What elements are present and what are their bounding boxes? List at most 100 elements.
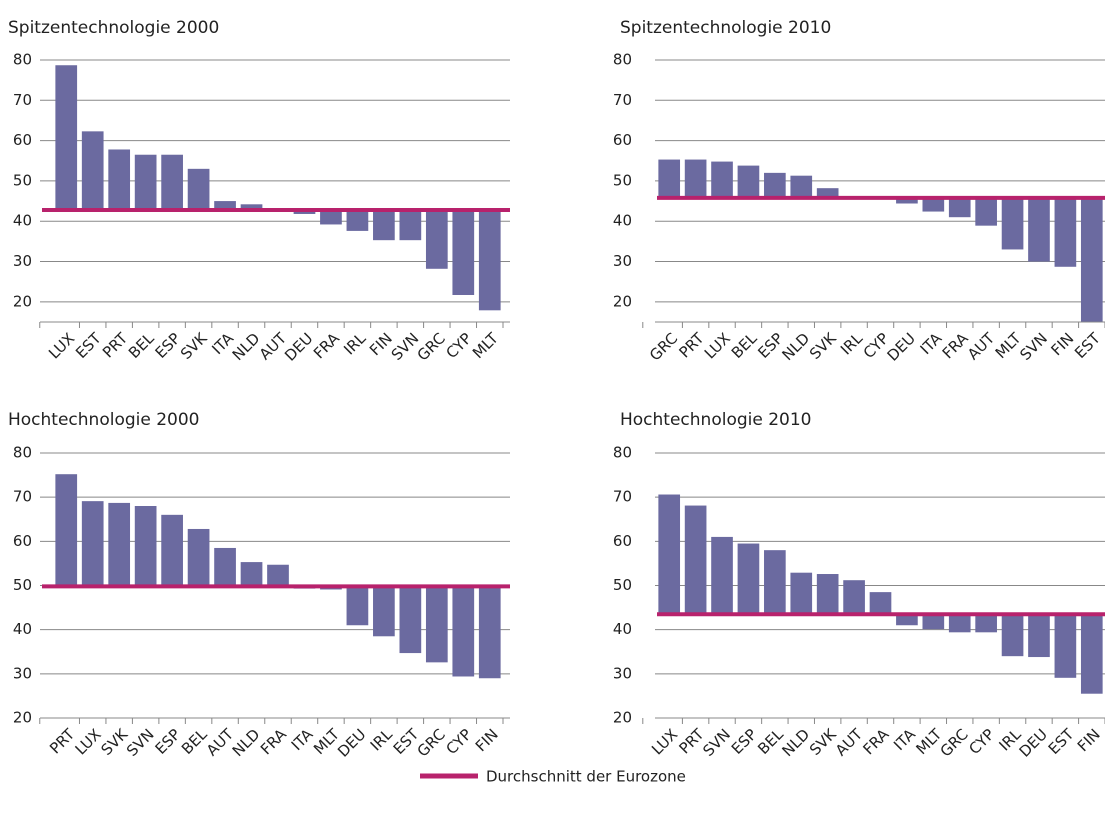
y-tick-label: 60 [13,131,32,149]
bar [55,65,78,210]
y-tick-label: 60 [13,532,32,550]
bar [134,154,157,210]
x-tick-label: NLD [229,725,264,760]
y-tick-label: 50 [13,171,32,189]
y-tick-label: 80 [13,51,32,69]
x-tick-label: FIN [1074,725,1104,755]
y-tick-label: 30 [613,664,632,682]
bar [81,501,104,587]
bar [425,586,448,663]
x-tick-label: BEL [125,329,158,362]
chart-title: Hochtechnologie 2000 [8,410,200,430]
bar [161,154,183,210]
x-tick-label: IRL [837,329,867,359]
x-tick-label: ESP [728,725,761,758]
x-tick-label: IRL [367,725,397,755]
x-tick-label: SVN [1016,329,1051,364]
x-tick-label: FIN [472,725,502,755]
x-tick-label: EST [1045,725,1078,758]
bar [267,564,289,587]
bar [737,165,760,198]
x-tick-label: SVN [388,329,423,364]
y-tick-label: 80 [13,444,32,462]
bar [1028,197,1050,262]
bar [711,536,733,615]
bar [55,474,78,587]
bar [240,562,263,587]
x-tick-label: AUT [964,329,999,364]
y-tick-label: 70 [13,91,32,109]
chart-title: Hochtechnologie 2010 [620,410,812,430]
bar [816,188,839,198]
x-tick-label: ESP [754,329,787,362]
bar [293,209,316,214]
y-tick-label: 30 [13,664,32,682]
bar [896,614,918,626]
y-tick-label: 40 [613,212,632,230]
bar [737,543,760,615]
x-tick-label: NLD [229,329,264,364]
bar [790,175,813,198]
bar [373,209,395,241]
bar [711,161,733,198]
x-tick-label: CYP [965,725,998,758]
bar [399,209,422,241]
x-tick-label: BEL [728,329,761,362]
x-tick-label: EST [1071,329,1104,362]
y-tick-label: 40 [13,620,32,638]
legend-label: Durchschnitt der Eurozone [486,768,686,786]
y-tick-label: 40 [13,212,32,230]
y-tick-label: 50 [13,576,32,594]
bar [764,550,786,615]
bar [214,547,236,587]
y-tick-label: 50 [613,576,632,594]
x-tick-label: GRC [414,329,449,364]
bar [948,197,971,218]
x-tick-label: ESP [152,725,185,758]
y-tick-label: 60 [613,532,632,550]
x-tick-label: AUT [256,329,291,364]
bar [108,502,131,587]
bar [948,614,971,633]
x-tick-label: SVN [123,725,158,760]
bar [790,572,813,615]
x-tick-label: LUX [701,329,734,362]
bar [1054,614,1077,678]
bar [843,580,865,615]
bar [399,586,422,654]
chart-title: Spitzentechnologie 2010 [620,18,831,38]
bar [1028,614,1050,658]
x-tick-label: FRA [939,329,973,363]
bar [658,159,681,198]
x-tick-label: SVK [98,724,132,758]
bar [134,506,157,587]
bar [922,197,945,212]
y-tick-label: 80 [613,444,632,462]
bar [425,209,448,269]
bar [1080,197,1103,322]
y-tick-label: 80 [613,51,632,69]
x-tick-label: SVK [177,328,211,362]
x-tick-label: DEU [884,329,919,364]
x-tick-label: SVK [806,724,840,758]
bar [240,204,263,210]
bar [373,586,395,637]
bar [922,614,945,630]
x-tick-label: CYP [442,329,475,362]
x-tick-label: SVK [806,328,840,362]
bar [161,514,183,587]
x-tick-label: AUT [203,725,238,760]
y-tick-label: 20 [613,292,632,310]
bar [684,159,707,198]
x-tick-label: FRA [310,329,344,363]
x-tick-label: IRL [340,329,370,359]
y-tick-label: 60 [613,131,632,149]
y-tick-label: 20 [13,292,32,310]
x-tick-label: EST [72,329,105,362]
y-tick-label: 50 [613,171,632,189]
y-tick-label: 40 [613,620,632,638]
y-tick-label: 30 [13,252,32,270]
x-tick-label: MLT [469,329,502,362]
x-tick-label: PRT [675,725,708,758]
x-tick-label: PRT [675,329,708,362]
